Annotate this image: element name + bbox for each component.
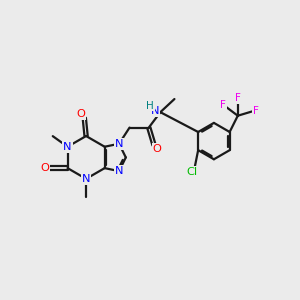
Text: Cl: Cl xyxy=(186,167,197,177)
Text: F: F xyxy=(253,106,259,116)
Text: N: N xyxy=(82,174,90,184)
Text: F: F xyxy=(220,100,226,110)
Text: N: N xyxy=(115,166,123,176)
Text: F: F xyxy=(236,93,241,103)
Text: N: N xyxy=(151,106,159,116)
Text: H: H xyxy=(146,100,154,111)
Text: O: O xyxy=(153,144,161,154)
Text: N: N xyxy=(115,139,123,149)
Text: O: O xyxy=(76,110,85,119)
Text: N: N xyxy=(63,142,72,152)
Text: O: O xyxy=(40,163,50,173)
